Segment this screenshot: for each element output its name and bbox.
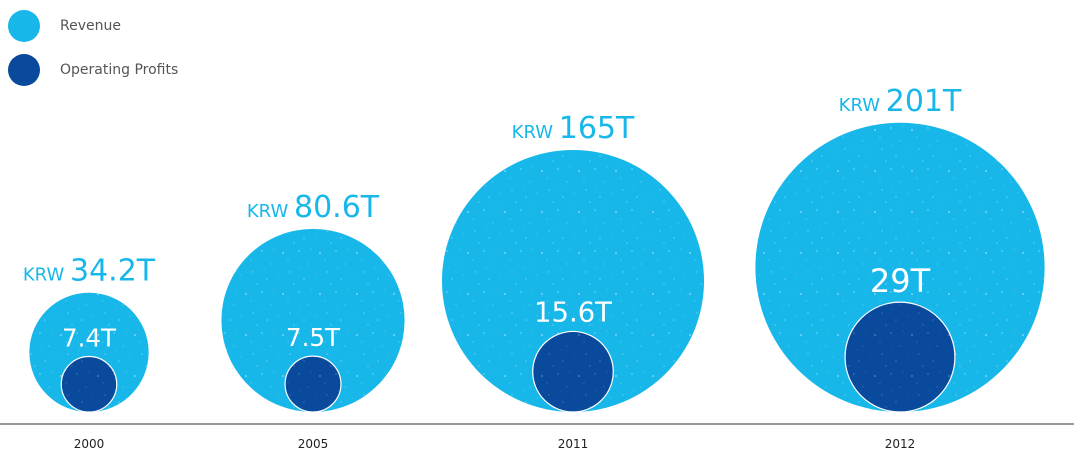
legend-item-revenue: Revenue	[8, 10, 178, 42]
profit-label-2012: 29T	[870, 262, 931, 300]
profit-bubble-texture-2000	[61, 356, 117, 412]
revenue-label-prefix-2005: KRW	[247, 201, 294, 222]
revenue-label-2011: KRW 165T	[512, 111, 635, 146]
legend-swatch-revenue	[8, 10, 40, 42]
revenue-bubble-texture-2000	[29, 292, 149, 412]
revenue-label-value-2005: 80.6T	[294, 190, 380, 225]
revenue-label-2005: KRW 80.6T	[247, 190, 380, 225]
revenue-bubble-texture-2005	[221, 228, 405, 412]
revenue-bubble-texture-2012	[755, 122, 1045, 412]
legend-label-operating-profits: Operating Profits	[60, 62, 179, 78]
legend-swatch-operating-profits	[8, 54, 40, 86]
revenue-label-prefix-2011: KRW	[512, 122, 559, 143]
revenue-label-prefix-2012: KRW	[839, 95, 886, 116]
revenue-label-value-2011: 165T	[559, 111, 635, 146]
profit-bubble-texture-2005	[285, 356, 341, 413]
legend-label-revenue: Revenue	[60, 18, 121, 34]
x-tick-label-2012: 2012	[885, 437, 916, 451]
revenue-bubble-texture-2011	[441, 149, 705, 412]
revenue-label-2012: KRW 201T	[839, 84, 962, 119]
legend-item-operating-profits: Operating Profits	[8, 54, 178, 86]
x-tick-label-2000: 2000	[74, 437, 105, 451]
profit-bubble-texture-2011	[532, 331, 614, 412]
revenue-label-value-2012: 201T	[886, 84, 962, 119]
legend: Revenue Operating Profits	[8, 10, 178, 98]
x-tick-label-2011: 2011	[558, 437, 589, 451]
revenue-label-2000: KRW 34.2T	[23, 254, 156, 289]
x-tick-label-2005: 2005	[298, 437, 329, 451]
profit-label-2005: 7.5T	[286, 323, 341, 352]
revenue-label-value-2000: 34.2T	[70, 254, 156, 289]
profit-label-2000: 7.4T	[62, 324, 117, 353]
profit-label-2011: 15.6T	[534, 297, 612, 328]
revenue-label-prefix-2000: KRW	[23, 265, 70, 286]
profit-bubble-texture-2012	[845, 302, 955, 412]
